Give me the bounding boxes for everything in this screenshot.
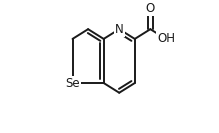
Text: Se: Se: [65, 76, 80, 90]
Text: OH: OH: [157, 32, 175, 45]
Text: O: O: [146, 2, 155, 15]
Text: N: N: [115, 23, 124, 36]
